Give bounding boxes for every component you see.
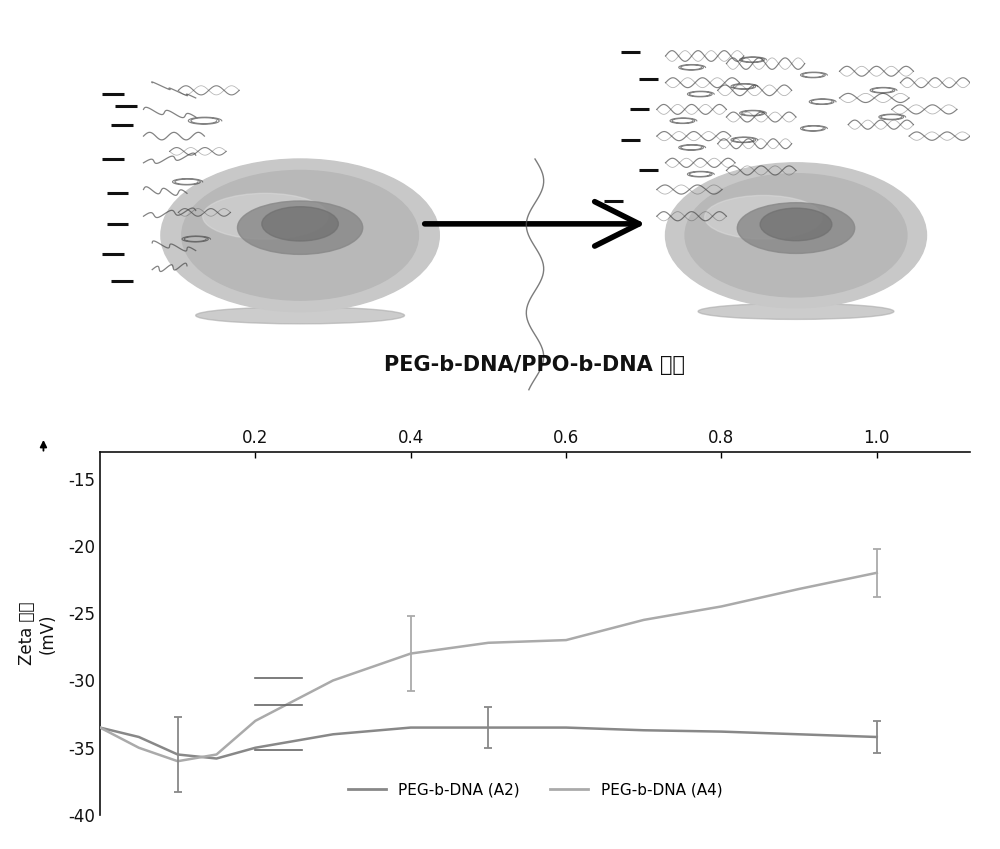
PEG-b-DNA (A4) [405, 649, 417, 659]
PEG-b-DNA (A2) [405, 722, 417, 733]
Ellipse shape [666, 163, 926, 308]
PEG-b-DNA (A2) [211, 753, 223, 763]
PEG-b-DNA (A2) [793, 729, 805, 739]
PEG-b-DNA (A4) [793, 584, 805, 594]
PEG-b-DNA (A4) [871, 568, 883, 578]
PEG-b-DNA (A4) [211, 750, 223, 760]
Line: PEG-b-DNA (A2): PEG-b-DNA (A2) [100, 728, 877, 758]
PEG-b-DNA (A4) [94, 722, 106, 733]
PEG-b-DNA (A4) [715, 601, 727, 611]
PEG-b-DNA (A4) [249, 716, 261, 726]
PEG-b-DNA (A2) [638, 725, 650, 735]
PEG-b-DNA (A4) [172, 756, 184, 767]
PEG-b-DNA (A4) [327, 675, 339, 685]
Ellipse shape [737, 203, 855, 254]
Legend: PEG-b-DNA (A2), PEG-b-DNA (A4): PEG-b-DNA (A2), PEG-b-DNA (A4) [342, 777, 728, 804]
PEG-b-DNA (A2) [871, 732, 883, 742]
Text: PEG-b-DNA/PPO-b-DNA 比例: PEG-b-DNA/PPO-b-DNA 比例 [384, 355, 686, 375]
PEG-b-DNA (A4) [638, 615, 650, 625]
Ellipse shape [203, 194, 328, 239]
PEG-b-DNA (A2) [133, 732, 145, 742]
PEG-b-DNA (A2) [94, 722, 106, 733]
PEG-b-DNA (A4) [133, 743, 145, 753]
PEG-b-DNA (A2) [249, 743, 261, 753]
Ellipse shape [237, 201, 363, 255]
Ellipse shape [196, 307, 405, 323]
PEG-b-DNA (A2) [482, 722, 494, 733]
Ellipse shape [262, 206, 338, 241]
Y-axis label: Zeta 电势
(mV): Zeta 电势 (mV) [18, 602, 57, 665]
Ellipse shape [182, 171, 418, 301]
Ellipse shape [685, 174, 907, 297]
Ellipse shape [705, 195, 822, 239]
Ellipse shape [760, 208, 832, 241]
Ellipse shape [161, 159, 439, 312]
PEG-b-DNA (A2) [172, 750, 184, 760]
PEG-b-DNA (A2) [715, 727, 727, 737]
Line: PEG-b-DNA (A4): PEG-b-DNA (A4) [100, 573, 877, 762]
PEG-b-DNA (A2) [327, 729, 339, 739]
PEG-b-DNA (A4) [288, 695, 300, 706]
Ellipse shape [698, 303, 894, 319]
PEG-b-DNA (A2) [560, 722, 572, 733]
PEG-b-DNA (A4) [482, 638, 494, 648]
PEG-b-DNA (A4) [560, 635, 572, 645]
